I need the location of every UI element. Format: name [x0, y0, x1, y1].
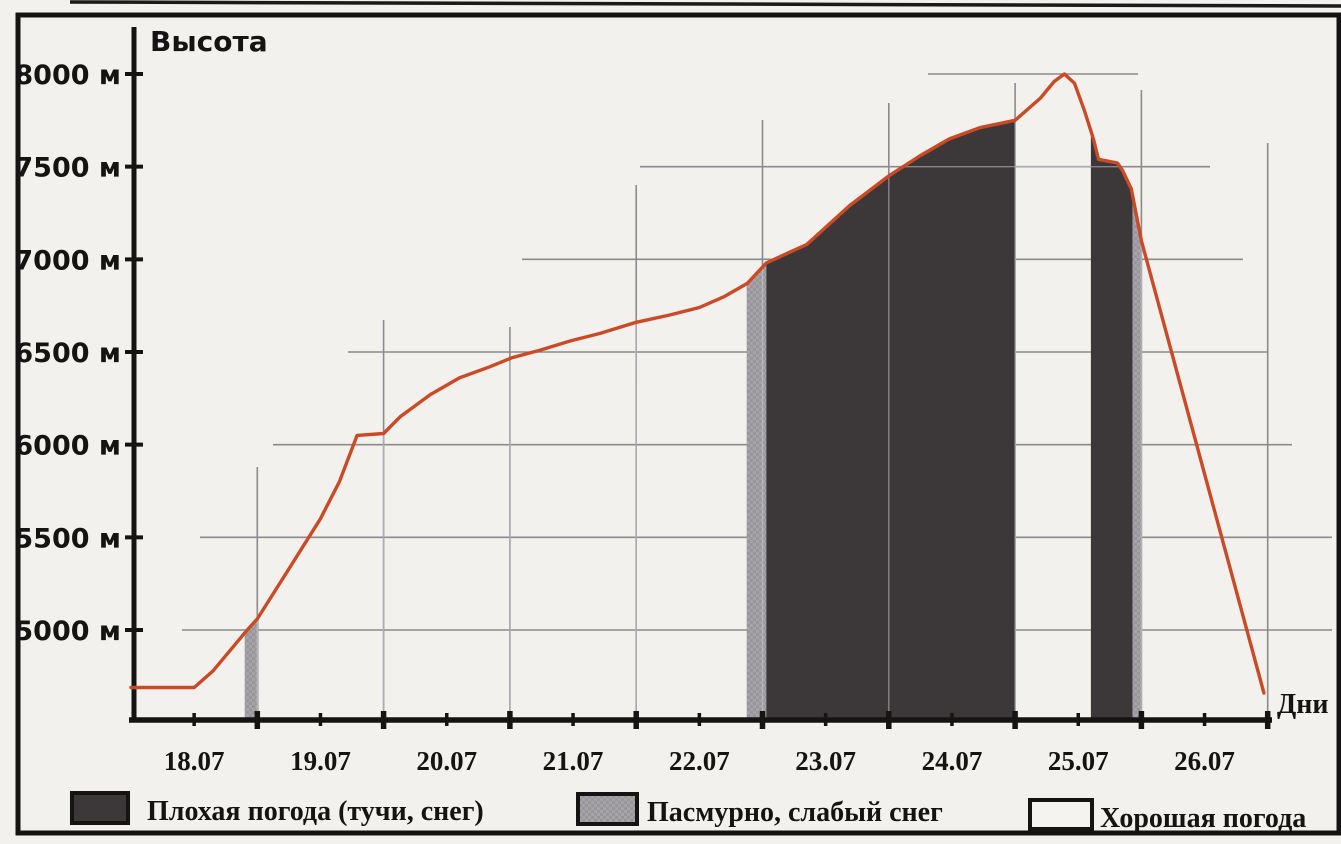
- scan-edge-artifact: [69, 0, 1341, 8]
- altitude-curve: [129, 72, 1266, 695]
- x-tick-label-22: 22.07: [669, 746, 730, 776]
- x-tick-label-21: 21.07: [543, 746, 604, 776]
- legend-swatch-bad: [70, 791, 130, 825]
- legend-label-overcast: Пасмурно, слабый снег: [647, 797, 943, 828]
- legend-swatch-overcast: [576, 792, 639, 826]
- chart-legend: Плохая погода (тучи, снег) Пасмурно, слаб…: [70, 791, 1306, 834]
- x-tick-label-18: 18.07: [164, 746, 225, 776]
- x-axis-title: Дни: [1277, 689, 1329, 720]
- x-tick-label-24: 24.07: [922, 746, 983, 776]
- x-tick-label-20: 20.07: [416, 746, 477, 776]
- y-tick-label-7000: 7000 м: [14, 245, 121, 276]
- y-axis-title: Высота: [150, 25, 268, 58]
- weather-band-overcast-7: [1132, 74, 1142, 718]
- x-tick-label-26: 26.07: [1174, 746, 1235, 776]
- y-tick-label-6500: 6500 м: [14, 338, 121, 369]
- x-tick-label-19: 19.07: [290, 746, 351, 776]
- legend-label-good: Хорошая погода: [1100, 803, 1306, 834]
- x-tick-label-25: 25.07: [1048, 746, 1109, 776]
- y-tick-label-7500: 7500 м: [14, 153, 121, 184]
- legend-swatch-good: [1028, 798, 1094, 831]
- y-tick-label-5500: 5500 м: [14, 523, 121, 554]
- x-tick-label-23: 23.07: [795, 746, 856, 776]
- axes: [125, 27, 1272, 729]
- y-tick-label-5000: 5000 м: [14, 616, 121, 647]
- chart-frame: [15, 12, 1341, 836]
- y-tick-label-6000: 6000 м: [14, 431, 121, 462]
- weather-band-bad-6: [1090, 74, 1133, 718]
- y-tick-label-8000: 8000 м: [14, 60, 121, 91]
- legend-label-bad: Плохая погода (тучи, снег): [147, 796, 484, 827]
